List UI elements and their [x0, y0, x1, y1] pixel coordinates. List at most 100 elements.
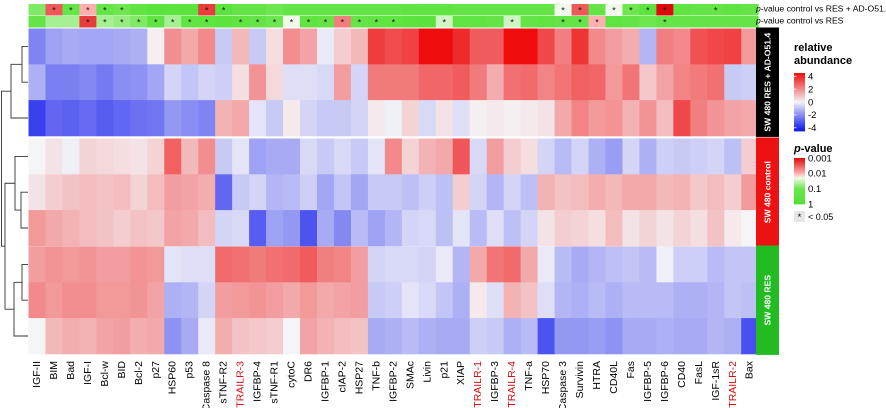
pvalue-cell [96, 4, 114, 16]
pvalue-cell [724, 4, 742, 16]
heatmap-cell [588, 282, 606, 319]
heatmap-cell [215, 174, 233, 211]
pvalue-cell [316, 4, 335, 16]
legend-abundance-swatch [794, 77, 805, 80]
pvalue-cell [690, 4, 708, 16]
pvalue-cell [45, 16, 63, 28]
pvalue-cell [537, 16, 555, 28]
pvalue-cell [724, 16, 742, 28]
heatmap-cell [215, 246, 233, 283]
heatmap-cell [79, 210, 97, 247]
heatmap-cell [249, 28, 267, 65]
heatmap-cell [537, 210, 555, 247]
heatmap-cell [96, 28, 114, 65]
heatmap-cell [350, 210, 369, 247]
legend-abundance-swatch [794, 102, 805, 104]
heatmap-cell [639, 138, 657, 175]
heatmap-cell [96, 210, 114, 247]
column-label: IGF-I [82, 361, 94, 385]
heatmap-cell [707, 210, 725, 247]
pvalue-cell [503, 16, 522, 28]
heatmap-cell [164, 282, 182, 319]
heatmap-cell [418, 100, 437, 137]
pvalue-cell [28, 4, 46, 16]
legend-abundance-swatch [794, 91, 805, 94]
legend-pvalue-swatch [794, 179, 805, 182]
legend-pvalue-swatch [794, 176, 805, 178]
pvalue-cell [367, 4, 386, 16]
group-label: SW 480 RES [763, 275, 773, 326]
heatmap-cell [266, 246, 284, 283]
heatmap-cell [79, 64, 97, 101]
pvalue-cell [605, 4, 623, 16]
pvalue-cell [215, 16, 233, 28]
heatmap-cell [656, 28, 674, 65]
heatmap-cell [486, 210, 505, 247]
heatmap-cell [554, 28, 572, 65]
significance-star: * [290, 17, 294, 27]
legend-pvalue-swatch [794, 174, 805, 176]
significance-star: * [154, 17, 158, 27]
legend-pvalue-swatch [794, 185, 805, 188]
heatmap-cell [401, 210, 420, 247]
pvalue-cell [639, 16, 657, 28]
pvalue-cell [28, 16, 46, 28]
pvalue-cell [418, 16, 437, 28]
pvalue-cell [605, 16, 623, 28]
heatmap-cell [249, 282, 267, 319]
legend-pvalue-swatch [794, 194, 805, 197]
legend-abundance-swatch [794, 96, 805, 99]
heatmap-cell [215, 210, 233, 247]
heatmap-cell [741, 100, 759, 137]
heatmap-cell [571, 210, 589, 247]
heatmap-cell [232, 100, 250, 137]
heatmap-cell [333, 138, 352, 175]
heatmap-cell [486, 282, 505, 319]
heatmap-cell [520, 318, 538, 355]
legend-pvalue-colorbar [794, 158, 805, 205]
heatmap-cell [266, 100, 284, 137]
heatmap-cell [554, 138, 572, 175]
legend-pvalue-swatch [794, 190, 805, 192]
heatmap-cell [164, 246, 182, 283]
heatmap-cell [605, 210, 623, 247]
heatmap-cell [605, 138, 623, 175]
heatmap-cell [181, 246, 199, 283]
heatmap-cells [28, 28, 759, 355]
legend-pvalue-swatch [794, 202, 805, 205]
significance-star: * [714, 5, 718, 15]
heatmap-cell [401, 318, 420, 355]
pvalue-cell [673, 16, 691, 28]
heatmap-cell [554, 100, 572, 137]
dendrogram-branch [14, 155, 28, 211]
legend-abundance-swatch [794, 129, 805, 132]
heatmap-cell [350, 174, 369, 211]
heatmap-cell [333, 28, 352, 65]
legend-abundance-swatch [794, 86, 805, 88]
legend-pvalue-swatch [794, 162, 805, 165]
heatmap-cell [724, 28, 742, 65]
heatmap-cell [232, 138, 250, 175]
legend-pvalue-swatch [794, 201, 805, 204]
pvalue-cell [333, 16, 352, 28]
heatmap-cell [418, 28, 437, 65]
column-label: IGFBP-4 [252, 361, 264, 402]
significance-star: * [52, 5, 56, 15]
pvalue-cell [181, 4, 199, 16]
pvalue-cell [588, 4, 606, 16]
heatmap-cell [520, 174, 538, 211]
legend-pvalue-swatch [794, 169, 805, 172]
heatmap-cell [113, 138, 131, 175]
significance-star: * [578, 17, 582, 27]
heatmap-cell [707, 28, 725, 65]
heatmap-cell [435, 138, 454, 175]
pvalue-cell [401, 16, 420, 28]
heatmap-cell [198, 100, 216, 137]
heatmap-cell [503, 282, 522, 319]
legend-abundance-swatch [794, 80, 805, 83]
heatmap-cell [486, 246, 505, 283]
legend-abundance-tick: 2 [808, 84, 813, 95]
pvalue-cell [147, 16, 165, 28]
heatmap-cell [622, 246, 640, 283]
heatmap-cell [520, 138, 538, 175]
